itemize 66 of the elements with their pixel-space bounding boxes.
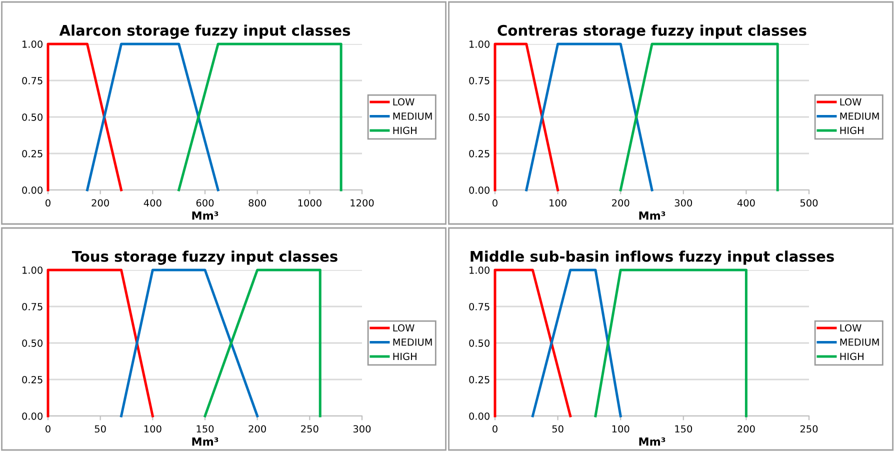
- y-tick-label: 0.00: [22, 412, 42, 420]
- x-tick-label: 100: [144, 425, 162, 433]
- y-tick-label: 0.50: [469, 113, 490, 121]
- y-tick-label: 1.00: [22, 40, 42, 48]
- y-tick-label: 0.75: [22, 76, 42, 84]
- x-tick-label: 300: [674, 199, 692, 207]
- x-tick-label: 300: [353, 425, 371, 433]
- y-tick-label: 0.00: [469, 412, 490, 420]
- chart-title: Tous storage fuzzy input classes: [72, 250, 338, 265]
- x-tick-label: 200: [248, 425, 266, 433]
- x-tick-label: 0: [46, 199, 50, 207]
- legend-label: MEDIUM: [840, 112, 879, 120]
- legend-label: MEDIUM: [393, 112, 432, 120]
- x-axis-title: Mm³: [639, 211, 666, 220]
- x-tick-label: 250: [301, 425, 318, 433]
- x-tick-label: 150: [196, 425, 214, 433]
- x-tick-label: 0: [492, 199, 498, 207]
- y-tick-label: 0.75: [469, 302, 490, 310]
- x-tick-label: 400: [737, 199, 755, 207]
- y-tick-label: 0.50: [22, 113, 42, 121]
- x-tick-label: 400: [144, 199, 162, 207]
- y-tick-label: 0.00: [22, 186, 42, 194]
- x-tick-label: 0: [46, 425, 50, 433]
- y-tick-label: 1.00: [470, 40, 490, 48]
- x-tick-label: 150: [675, 425, 692, 433]
- x-tick-label: 250: [800, 425, 818, 433]
- x-tick-label: 1200: [350, 199, 374, 207]
- y-tick-label: 0.50: [22, 339, 42, 347]
- x-tick-label: 200: [738, 425, 755, 433]
- y-tick-label: 1.00: [22, 266, 42, 274]
- x-tick-label: 50: [94, 425, 106, 433]
- x-tick-label: 200: [92, 199, 109, 207]
- chart-title: Alarcon storage fuzzy input classes: [59, 24, 350, 39]
- legend-label: LOW: [393, 98, 414, 106]
- x-axis-title: Mm³: [639, 437, 666, 446]
- legend-label: HIGH: [393, 352, 416, 360]
- y-tick-label: 0.25: [469, 376, 490, 384]
- x-tick-label: 100: [550, 199, 566, 207]
- x-tick-label: 600: [196, 199, 214, 207]
- legend-label: LOW: [840, 324, 862, 332]
- y-tick-label: 0.75: [469, 76, 490, 84]
- legend-label: HIGH: [840, 352, 864, 360]
- chart-title: Middle sub-basin inflows fuzzy input classes: [470, 250, 834, 265]
- x-tick-label: 50: [552, 425, 564, 433]
- x-tick-label: 0: [492, 425, 498, 433]
- y-tick-label: 0.50: [469, 339, 490, 347]
- legend-label: MEDIUM: [393, 338, 432, 346]
- legend-label: LOW: [840, 98, 862, 106]
- legend-label: HIGH: [840, 126, 864, 134]
- legend-label: HIGH: [393, 126, 416, 134]
- y-tick-label: 0.25: [469, 150, 490, 158]
- x-axis-title: Mm³: [192, 437, 218, 446]
- y-tick-label: 0.25: [22, 376, 42, 384]
- chart-title: Contreras storage fuzzy input classes: [498, 24, 806, 39]
- x-tick-label: 800: [248, 199, 266, 207]
- x-tick-label: 500: [800, 199, 818, 207]
- x-tick-label: 200: [612, 199, 630, 207]
- y-tick-label: 1.00: [470, 266, 490, 274]
- y-tick-label: 0.25: [22, 150, 42, 158]
- x-axis-title: Mm³: [192, 211, 218, 220]
- y-tick-label: 0.75: [22, 302, 42, 310]
- x-tick-label: 1000: [298, 199, 322, 207]
- legend-label: MEDIUM: [840, 338, 879, 346]
- legend-label: LOW: [393, 324, 414, 332]
- x-tick-label: 100: [612, 425, 630, 433]
- y-tick-label: 0.00: [469, 186, 490, 194]
